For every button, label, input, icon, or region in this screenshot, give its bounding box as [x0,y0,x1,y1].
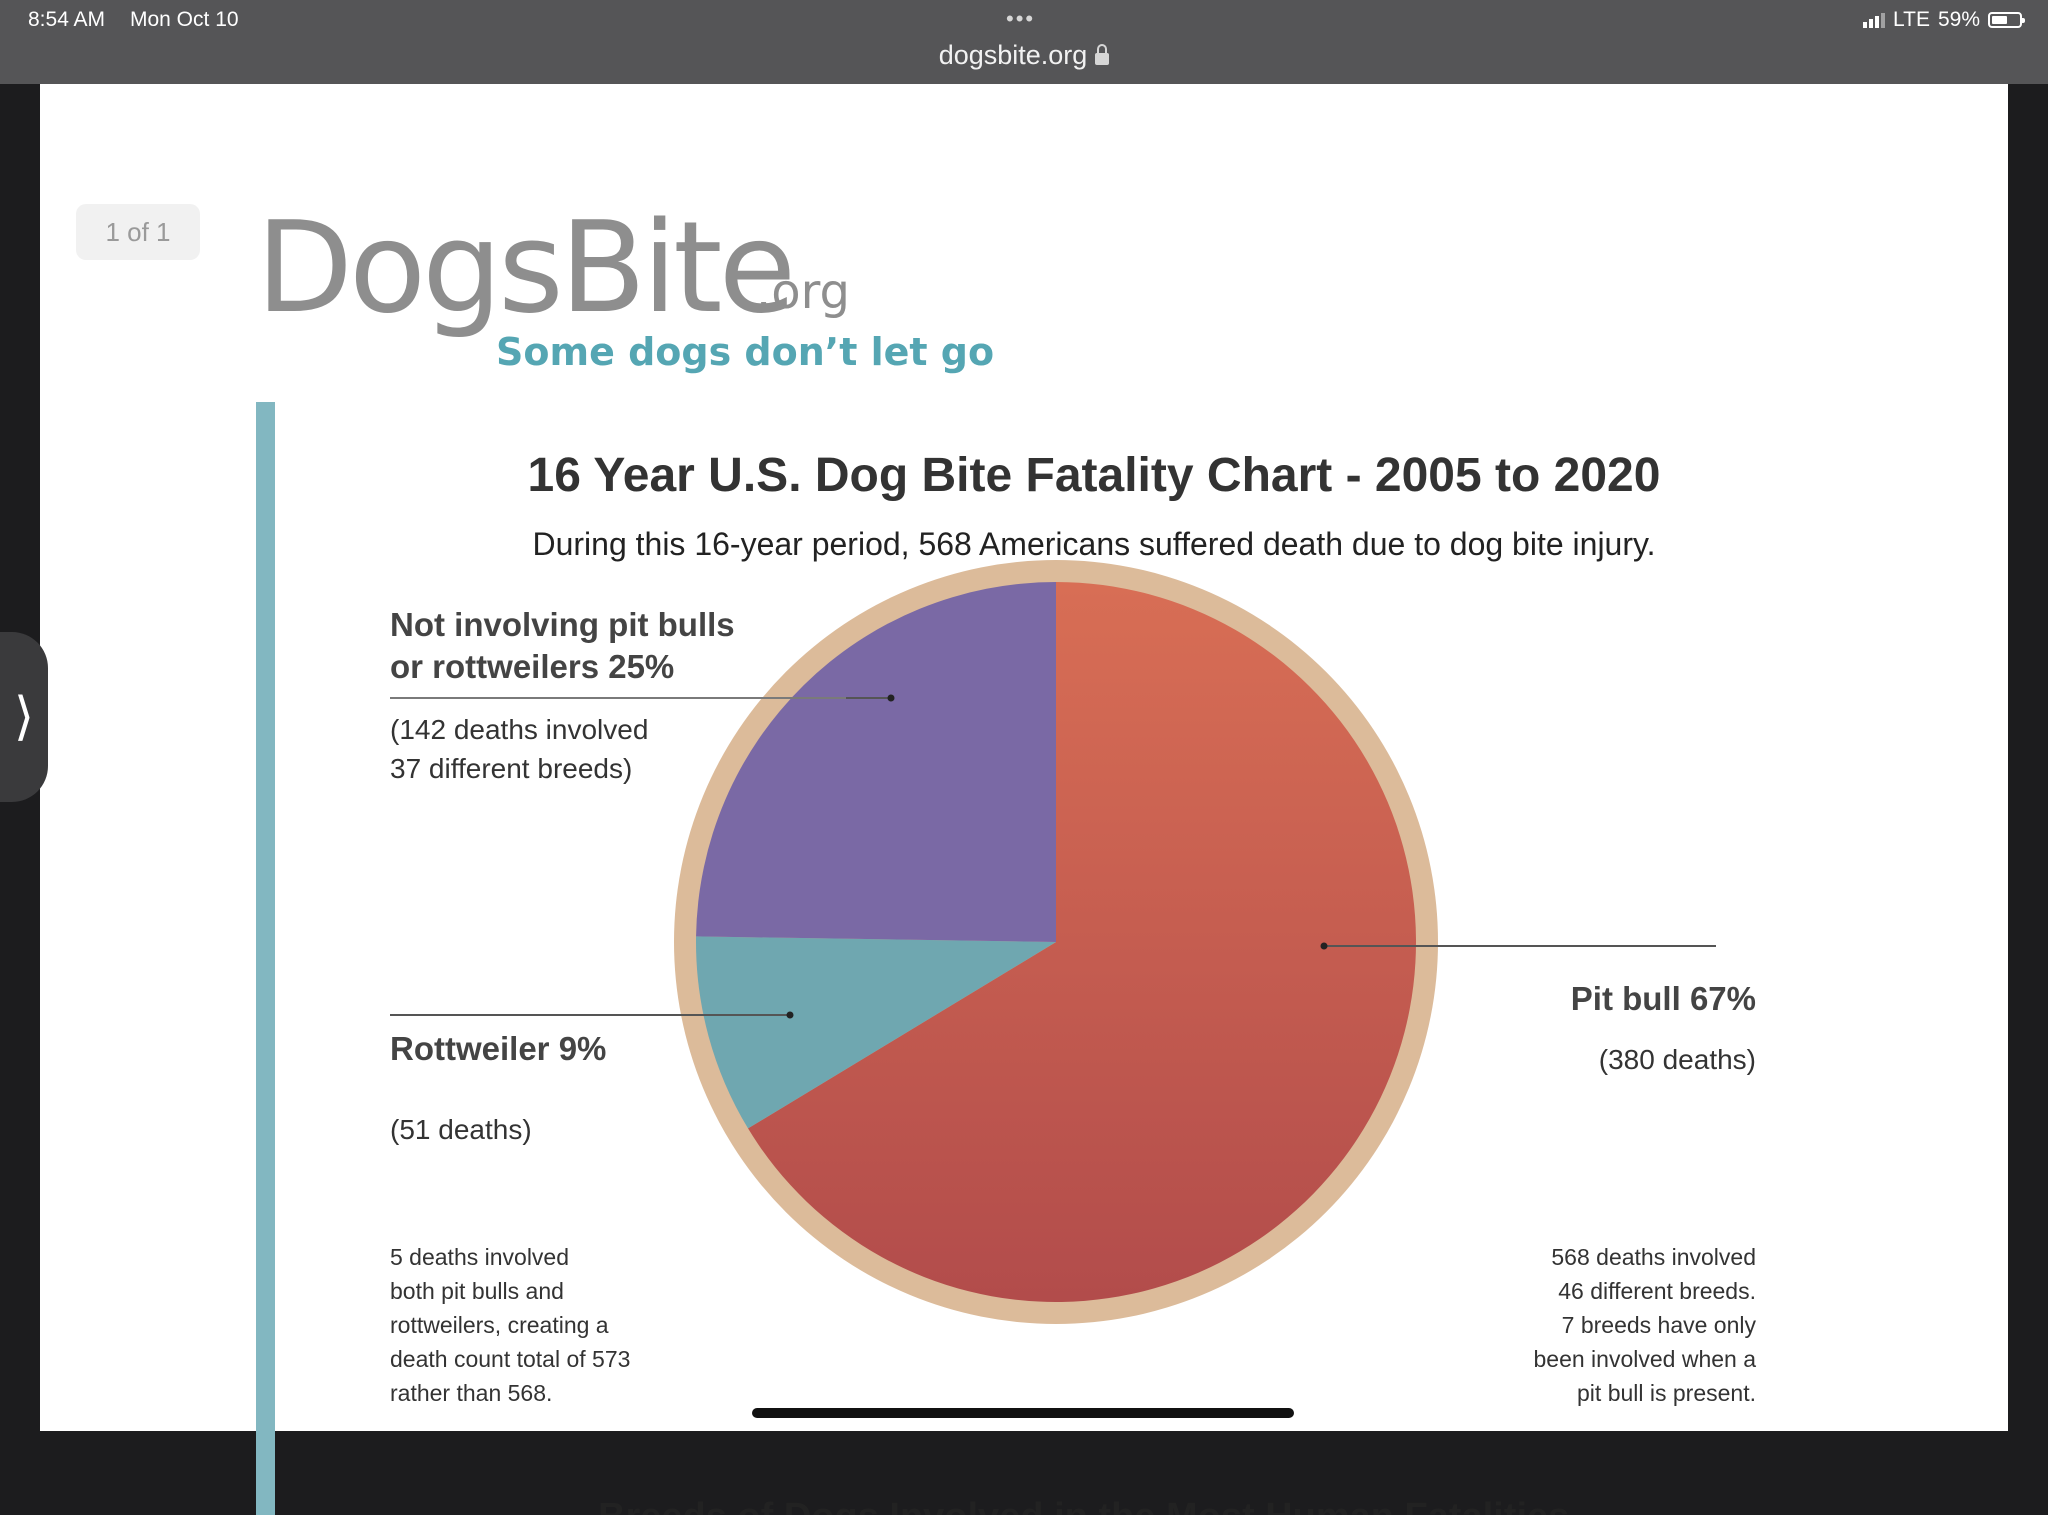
note-left-line: rather than 568. [390,1380,553,1406]
signal-icon [1863,12,1885,28]
detail-other-line-2: 37 different breeds) [390,753,633,784]
note-right-line: pit bull is present. [1577,1380,1756,1406]
document-page: 1 of 1 DogsBite .org Some dogs don’t let… [40,84,2008,1515]
pie-slice-pit-bull [748,582,1416,1302]
logo-name: DogsBite [256,194,796,341]
status-date: Mon Oct 10 [130,8,239,31]
other-breeds-leader-dot [887,694,895,702]
chart-title: 16 Year U.S. Dog Bite Fatality Chart - 2… [527,449,1661,502]
detail-rottweiler: (51 deaths) [390,1114,532,1145]
status-indicators: LTE 59% [1863,8,2025,32]
pie-chart [390,560,1716,1324]
note-right: 568 deaths involved 46 different breeds.… [1356,1240,1757,1410]
detail-other-breeds: (142 deaths involved 37 different breeds… [390,710,648,788]
detail-other-line-1: (142 deaths involved [390,714,649,745]
label-other-breeds: Not involving pit bulls or rottweilers 2… [390,604,735,688]
note-left-line: 5 deaths involved [390,1244,570,1270]
pie-slice-rottweiler [696,936,1056,1129]
more-options-icon[interactable]: ••• [1006,6,1036,31]
note-left-line: both pit bulls and [390,1278,564,1304]
logo-domain: .org [756,264,850,320]
rottweiler-leader-dot [786,1011,794,1019]
note-right-line: 568 deaths involved [1551,1244,1756,1270]
note-right-line: 46 different breeds. [1558,1278,1756,1304]
battery-percent: 59% [1937,8,1980,31]
underline-other [390,697,846,699]
detail-pit-bull: (380 deaths) [1598,1044,1756,1075]
home-indicator[interactable] [752,1408,1294,1418]
label-other-line-1: Not involving pit bulls [390,606,735,643]
label-rottweiler: Rottweiler 9% [390,1030,607,1067]
next-section-heading: Breeds of Dogs Involved in the Most Huma… [598,1496,1569,1515]
note-right-line: been involved when a [1533,1346,1757,1372]
browser-top-bar: 8:54 AM Mon Oct 10 ••• dogsbite.org LTE … [0,0,2048,84]
note-left-line: death count total of 573 [390,1346,631,1372]
label-other-line-2: or rottweilers 25% [390,648,675,685]
url-text: dogsbite.org [938,40,1088,70]
logo-tagline: Some dogs don’t let go [496,330,995,374]
lock-icon [1095,44,1110,65]
address-bar[interactable]: dogsbite.org [0,40,2048,71]
network-label: LTE [1893,8,1930,31]
pit-bull-leader-dot [1320,942,1328,950]
sidebar-toggle-handle[interactable]: ⟩ [0,632,48,802]
label-pit-bull: Pit bull 67% [1570,980,1756,1017]
page-indicator: 1 of 1 [76,204,200,260]
battery-icon [1988,12,2025,28]
pie-slice-other-breeds [696,582,1056,942]
chart-subtitle: During this 16-year period, 568 American… [532,526,1656,562]
status-time: 8:54 AM [28,8,106,31]
note-right-line: 7 breeds have only [1561,1312,1756,1338]
note-left: 5 deaths involved both pit bulls and rot… [390,1240,630,1410]
accent-bar [256,402,275,1515]
note-left-line: rottweilers, creating a [390,1312,609,1338]
